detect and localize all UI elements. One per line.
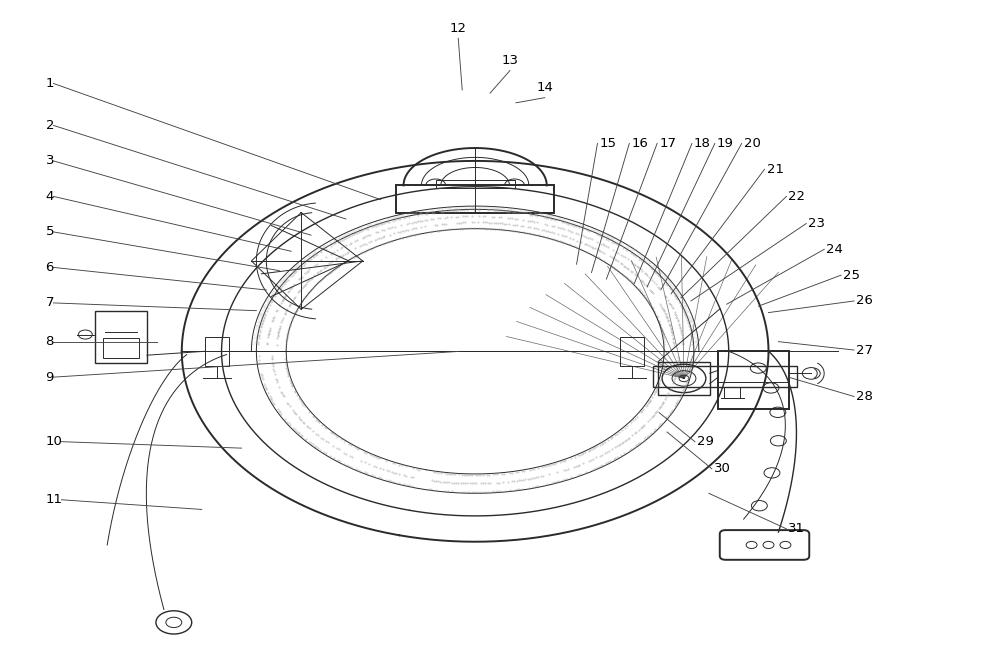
- Text: 12: 12: [450, 22, 467, 35]
- Text: 23: 23: [808, 217, 825, 230]
- Text: 10: 10: [46, 435, 62, 448]
- Text: 21: 21: [767, 163, 784, 176]
- Text: 13: 13: [501, 55, 518, 67]
- Text: 20: 20: [744, 137, 761, 150]
- Bar: [396, 186, 554, 212]
- Bar: [620, 337, 644, 365]
- Bar: [103, 339, 139, 358]
- Text: 19: 19: [717, 137, 734, 150]
- Text: 3: 3: [46, 154, 54, 167]
- Text: 31: 31: [788, 522, 805, 535]
- Text: 15: 15: [599, 137, 616, 150]
- Text: 14: 14: [536, 81, 553, 94]
- Bar: [436, 180, 515, 188]
- Text: 22: 22: [788, 190, 805, 203]
- Bar: [718, 352, 789, 409]
- Text: 1: 1: [46, 77, 54, 90]
- Text: 26: 26: [856, 294, 873, 307]
- Bar: [658, 362, 710, 395]
- Text: 28: 28: [856, 390, 873, 403]
- Bar: [653, 366, 797, 387]
- Text: 9: 9: [46, 370, 54, 383]
- Text: 24: 24: [826, 243, 843, 256]
- Text: 11: 11: [46, 493, 63, 506]
- Text: 7: 7: [46, 296, 54, 309]
- Text: 16: 16: [631, 137, 648, 150]
- Bar: [95, 311, 147, 363]
- Bar: [724, 387, 740, 398]
- Text: 17: 17: [659, 137, 676, 150]
- Text: 25: 25: [843, 269, 860, 282]
- Text: 27: 27: [856, 344, 873, 357]
- Text: 4: 4: [46, 190, 54, 203]
- Text: 8: 8: [46, 335, 54, 348]
- Text: 6: 6: [46, 261, 54, 274]
- Text: 29: 29: [697, 435, 714, 448]
- Text: 30: 30: [714, 462, 731, 475]
- Text: 18: 18: [694, 137, 711, 150]
- Text: 2: 2: [46, 119, 54, 132]
- Text: 5: 5: [46, 225, 54, 238]
- Bar: [205, 337, 229, 365]
